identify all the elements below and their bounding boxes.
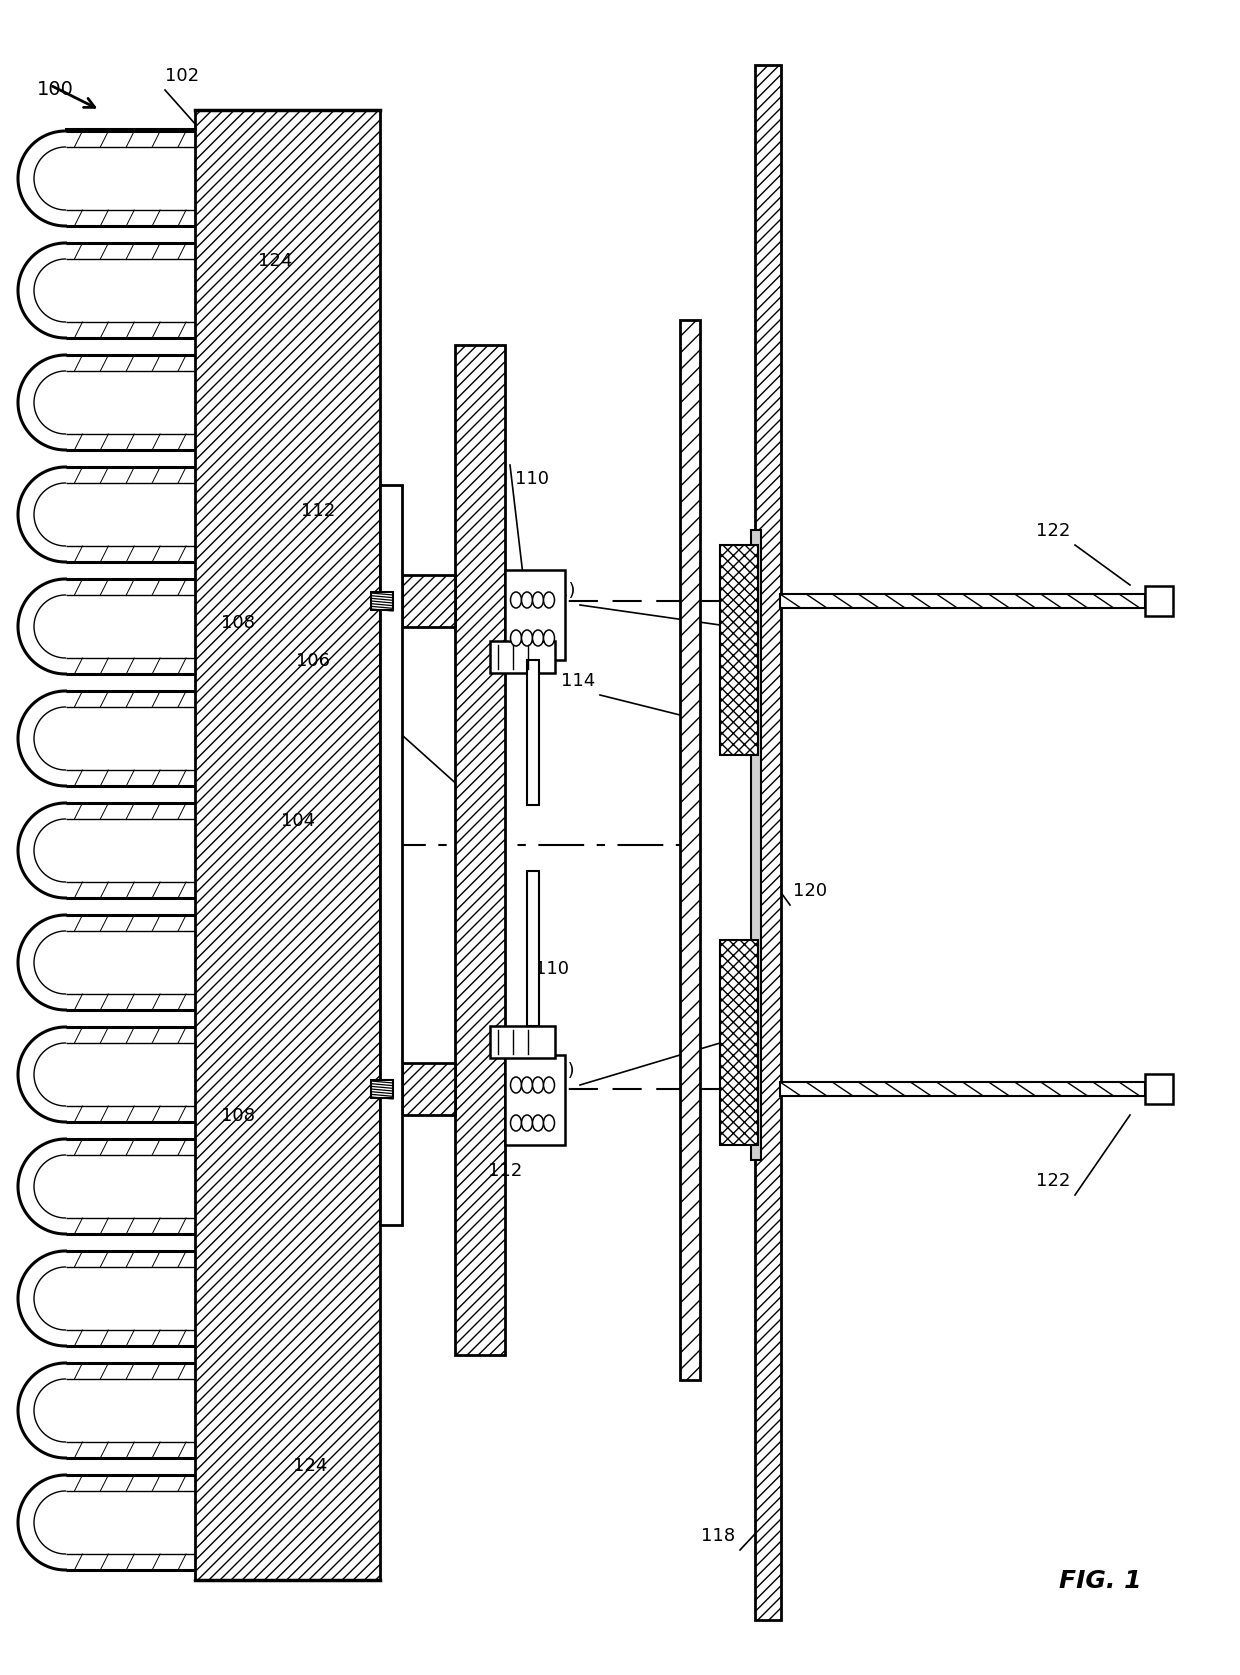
Ellipse shape xyxy=(511,591,522,608)
Bar xyxy=(1145,586,1173,616)
Text: 122: 122 xyxy=(1035,1172,1070,1189)
Ellipse shape xyxy=(522,1116,532,1131)
Ellipse shape xyxy=(511,1077,522,1094)
Ellipse shape xyxy=(543,591,554,608)
Bar xyxy=(505,570,565,660)
Text: 118: 118 xyxy=(701,1528,735,1544)
Ellipse shape xyxy=(543,1077,554,1094)
Bar xyxy=(402,1064,455,1116)
Bar xyxy=(680,320,701,1380)
Bar xyxy=(1145,1074,1173,1104)
Text: 108: 108 xyxy=(221,1107,255,1126)
Text: 120: 120 xyxy=(794,883,827,899)
Ellipse shape xyxy=(522,591,532,608)
Bar xyxy=(527,871,539,1027)
Text: FIG. 1: FIG. 1 xyxy=(1059,1569,1141,1593)
Text: 108: 108 xyxy=(221,615,255,631)
Bar xyxy=(402,575,455,626)
Text: 122: 122 xyxy=(1035,523,1070,539)
Ellipse shape xyxy=(532,630,543,647)
Bar xyxy=(780,1082,1145,1095)
Ellipse shape xyxy=(532,1077,543,1094)
Bar xyxy=(371,591,393,610)
Text: 112: 112 xyxy=(489,1162,522,1179)
Bar xyxy=(195,111,379,1580)
Text: 112: 112 xyxy=(301,502,335,519)
Text: 106: 106 xyxy=(296,652,330,670)
Bar xyxy=(455,345,505,1355)
Ellipse shape xyxy=(543,630,554,647)
Bar xyxy=(490,642,556,673)
Text: 114: 114 xyxy=(560,672,595,690)
Bar xyxy=(490,1027,556,1059)
Bar xyxy=(720,544,758,755)
Ellipse shape xyxy=(532,1116,543,1131)
Ellipse shape xyxy=(511,1116,522,1131)
Bar xyxy=(755,65,781,1620)
Bar xyxy=(751,529,761,1161)
Text: 116(1): 116(1) xyxy=(516,581,575,600)
Text: 110: 110 xyxy=(515,471,549,487)
Text: 124: 124 xyxy=(293,1457,327,1476)
Text: 104: 104 xyxy=(281,812,315,831)
Ellipse shape xyxy=(543,1116,554,1131)
Text: 116(2): 116(2) xyxy=(516,1062,575,1080)
Text: 100: 100 xyxy=(36,80,73,99)
Bar xyxy=(527,660,539,806)
Bar xyxy=(505,1055,565,1146)
Ellipse shape xyxy=(511,630,522,647)
Bar xyxy=(371,1080,393,1099)
Ellipse shape xyxy=(522,630,532,647)
Bar xyxy=(780,595,1145,608)
Ellipse shape xyxy=(532,591,543,608)
Bar xyxy=(379,486,402,1224)
Bar xyxy=(720,940,758,1146)
Ellipse shape xyxy=(522,1077,532,1094)
Text: 102: 102 xyxy=(165,67,200,85)
Text: 124: 124 xyxy=(258,251,293,270)
Text: 110: 110 xyxy=(534,960,569,978)
